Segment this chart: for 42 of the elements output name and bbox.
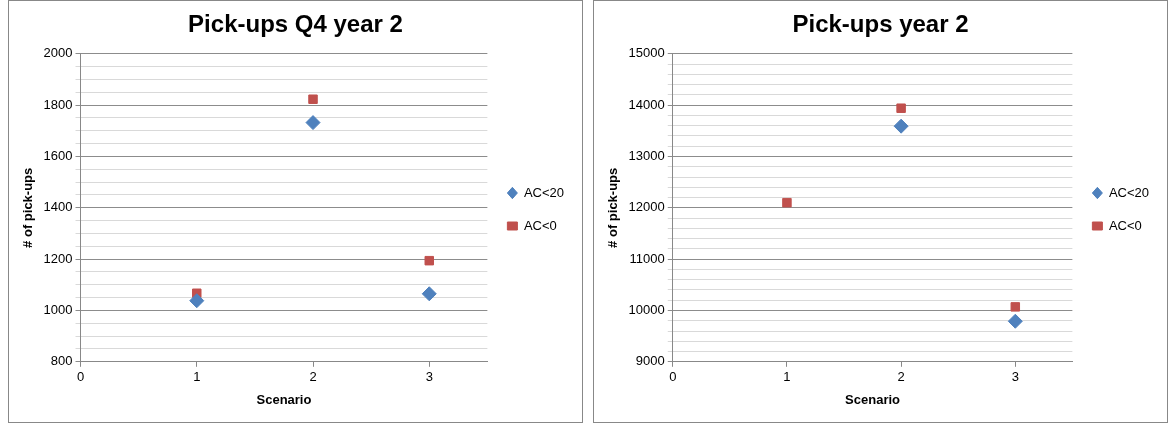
y-axis-title: # of pick-ups — [605, 167, 621, 248]
chart-title: Pick-ups year 2 — [792, 10, 969, 38]
x-tick-label: 2 — [897, 369, 905, 385]
chart-title: Pick-ups Q4 year 2 — [188, 10, 403, 38]
y-tick-label: 13000 — [628, 148, 665, 164]
point — [305, 115, 321, 131]
point — [782, 197, 792, 208]
y-tick-label: 1000 — [43, 302, 73, 318]
legend-label: AC<20 — [1108, 184, 1150, 200]
x-tick-label: 3 — [1011, 369, 1019, 385]
point — [421, 286, 437, 302]
point — [1010, 302, 1021, 312]
y-tick-label: 1400 — [43, 199, 73, 215]
point — [896, 103, 906, 113]
y-axis-title: # of pick-ups — [20, 167, 36, 248]
legend-label: AC<0 — [523, 217, 557, 233]
y-tick-label: 800 — [50, 353, 73, 369]
x-axis-title: Scenario — [845, 391, 901, 407]
point — [189, 293, 205, 309]
y-tick-label: 15000 — [628, 45, 665, 61]
y-tick-label: 2000 — [43, 45, 73, 61]
x-tick-label: 1 — [193, 369, 201, 385]
y-tick-label: 10000 — [628, 302, 665, 318]
point — [893, 118, 909, 134]
y-tick-label: 11000 — [629, 250, 665, 266]
legend-label: AC<0 — [1108, 217, 1142, 233]
y-tick-label: 14000 — [628, 96, 665, 112]
x-tick-label: 1 — [783, 369, 791, 385]
x-tick-label: 3 — [425, 369, 433, 385]
y-tick-label: 12000 — [628, 199, 665, 215]
y-tick-label: 9000 — [635, 353, 665, 369]
point — [1007, 313, 1023, 329]
legend-label: AC<20 — [523, 184, 565, 200]
y-tick-label: 1200 — [43, 250, 73, 266]
x-tick-label: 2 — [309, 369, 317, 385]
x-tick-label: 0 — [669, 369, 677, 385]
point — [308, 94, 318, 104]
y-tick-label: 1800 — [43, 96, 73, 112]
x-tick-label: 0 — [76, 369, 85, 385]
x-axis-title: Scenario — [256, 391, 312, 407]
y-tick-label: 1600 — [43, 148, 73, 164]
point — [424, 255, 435, 266]
